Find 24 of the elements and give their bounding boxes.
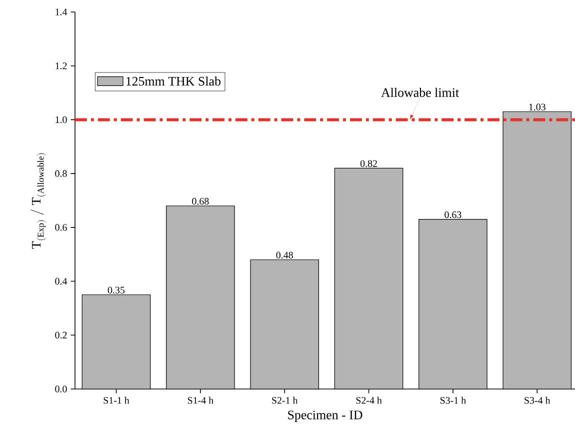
x-axis-title: Specimen - ID (288, 410, 362, 422)
x-tick-label: S2-4 h (356, 396, 382, 404)
y-tick-label: 0.8 (55, 170, 67, 177)
y-axis-title: $\mathrm{T}_{(\mathrm{Exp})}\;/\;\mathrm{T}_{(\mathrm{Allowable})}$ (30, 153, 46, 249)
x-tick-label: S1-1 h (104, 396, 130, 404)
data-label: 0.82 (360, 160, 377, 167)
y-tick-label: 0.6 (55, 224, 67, 231)
y-tick-label: 0.0 (55, 386, 67, 392)
y-tick-label: 0.4 (55, 278, 68, 285)
y-tick-label: 1.4 (56, 8, 68, 16)
x-tick-label: S1-4 h (188, 396, 214, 404)
ref-line-label: Allowabe limit (381, 88, 459, 97)
data-label: 0.35 (108, 286, 125, 294)
x-tick-label: S3-4 h (524, 396, 550, 404)
data-label: 0.48 (276, 252, 293, 259)
x-tick-label: S3-1 h (440, 396, 466, 404)
data-label: 0.63 (444, 211, 462, 218)
data-label: 1.03 (529, 104, 546, 110)
y-tick-label: 1.0 (56, 116, 67, 124)
legend-label: 125mm THK Slab (126, 76, 220, 86)
data-label: 0.68 (192, 198, 209, 205)
y-tick-label: 0.2 (55, 332, 67, 339)
y-tick-label: 1.2 (56, 62, 67, 70)
x-tick-label: S2-1 h (272, 396, 298, 404)
